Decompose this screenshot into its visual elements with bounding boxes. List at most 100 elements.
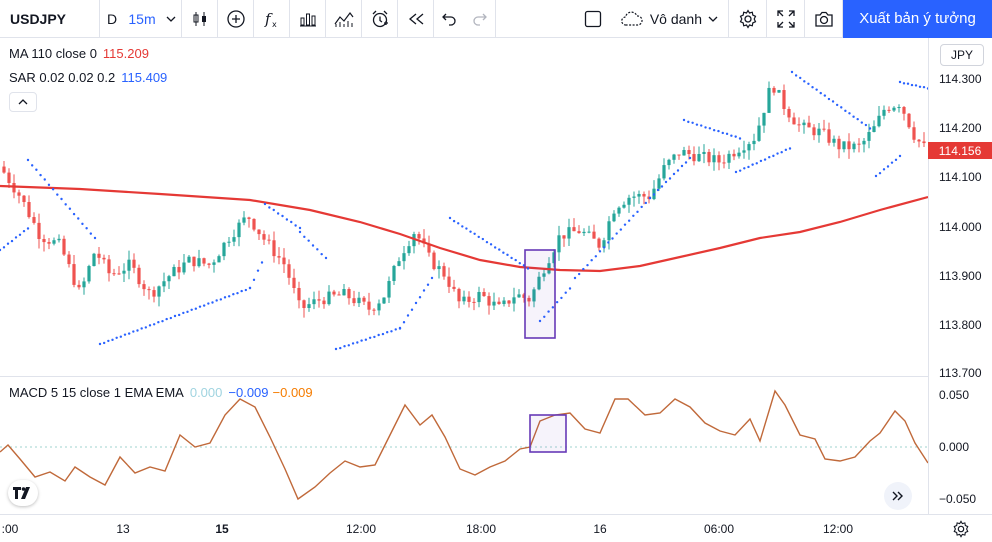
undo-button[interactable] (434, 0, 464, 38)
sar-dot (768, 156, 771, 159)
interval-daily-button[interactable]: D (106, 10, 118, 27)
candle-body (347, 289, 351, 299)
sar-dot (406, 314, 410, 317)
candle-body (812, 127, 816, 136)
candle-body (87, 266, 91, 282)
templates-button[interactable] (290, 0, 326, 38)
candle-body (67, 254, 71, 265)
legend-collapse-button[interactable] (9, 92, 37, 112)
price-chart-pane[interactable] (0, 38, 928, 376)
sar-dot (35, 168, 38, 171)
sar-dot (132, 330, 135, 333)
symbol-search-button[interactable]: USDJPY (0, 0, 100, 38)
sar-dot (682, 118, 686, 122)
candle-body (892, 107, 896, 111)
candle-body (137, 267, 141, 285)
sar-dot (111, 338, 114, 342)
candle-body (872, 126, 876, 132)
candle-body (122, 270, 126, 274)
sar-dot (373, 335, 376, 339)
sar-dot (161, 319, 164, 323)
candle-body (552, 252, 556, 264)
layout-toggle-button[interactable] (576, 0, 610, 38)
candle-body (562, 235, 566, 239)
sar-dot (607, 241, 610, 244)
sar-dot (334, 347, 338, 351)
sar-dot (290, 220, 293, 224)
sar-dot (81, 222, 84, 226)
candle-body (782, 90, 786, 109)
redo-button[interactable] (464, 0, 496, 38)
ma-legend[interactable]: MA 110 close 0 115.209 (9, 46, 149, 61)
candle-body (282, 257, 286, 265)
candle-body (847, 141, 851, 150)
tradingview-logo[interactable] (8, 480, 38, 506)
candle-body (437, 266, 441, 270)
candle-body (667, 159, 671, 166)
time-axis[interactable]: :00 13 15 12:00 18:00 16 06:00 12:00 (0, 514, 992, 542)
candle-body (477, 291, 481, 303)
alert-button[interactable] (362, 0, 398, 38)
macd-pane[interactable] (0, 377, 928, 514)
sar-dot (194, 307, 198, 310)
sar-dot (772, 154, 775, 158)
sar-dot (182, 311, 185, 315)
sar-dot (882, 168, 886, 171)
candle-body (372, 309, 376, 311)
scroll-to-realtime-button[interactable] (884, 482, 912, 510)
pane-divider[interactable] (0, 376, 928, 377)
macd-legend[interactable]: MACD 5 15 close 1 EMA EMA 0.000 −0.009 −0.0… (9, 385, 313, 400)
sar-legend[interactable]: SAR 0.02 0.02 0.2 115.409 (9, 70, 167, 85)
chart-settings-button[interactable] (729, 0, 767, 38)
fullscreen-button[interactable] (767, 0, 805, 38)
sar-dot (680, 164, 684, 168)
candle-body (722, 162, 726, 164)
axis-settings-gear-icon[interactable] (952, 520, 970, 538)
price-axis[interactable]: 114.300 114.200 114.100 114.000 113.900 … (928, 38, 992, 514)
interval-dropdown-button[interactable] (160, 0, 182, 38)
snapshot-button[interactable] (805, 0, 843, 38)
layout-name-button[interactable]: Vô danh (610, 0, 729, 38)
sar-dot (684, 161, 688, 164)
publish-idea-button[interactable]: Xuất bản ý tưởng (843, 0, 992, 38)
candle-body (797, 124, 801, 126)
chart-type-button[interactable] (182, 0, 218, 38)
sar-dot (668, 177, 672, 180)
price-tick: 113.700 (939, 366, 982, 380)
candle-body (637, 193, 641, 197)
candle-body (587, 231, 591, 233)
candle-body (852, 143, 856, 150)
sar-dot (555, 300, 559, 304)
sar-dot (107, 339, 110, 343)
candle-body (102, 257, 106, 260)
sar-dot (6, 242, 10, 245)
sar-legend-label: SAR 0.02 0.02 0.2 (9, 70, 116, 85)
candle-body (297, 287, 301, 301)
candle-body (757, 125, 761, 141)
candle-body (792, 117, 796, 125)
ma-legend-label: MA 110 close 0 (9, 46, 97, 61)
chevron-up-icon (18, 99, 28, 105)
candle-body (512, 297, 516, 304)
sar-dot (586, 263, 589, 267)
candle-body (642, 193, 646, 197)
sar-dot (473, 232, 476, 235)
currency-unit-button[interactable]: JPY (940, 44, 984, 66)
strategies-button[interactable] (326, 0, 362, 38)
sar-dot (811, 86, 814, 89)
interval-15m-button[interactable]: 15m (128, 10, 156, 27)
candle-body (307, 304, 311, 309)
candle-body (612, 213, 616, 222)
sar-dot (386, 331, 389, 334)
compare-symbol-button[interactable] (218, 0, 254, 38)
sar-dot (102, 341, 106, 345)
sar-dot (573, 276, 577, 280)
sar-dot (547, 310, 550, 313)
sar-dot (551, 306, 555, 309)
sar-dot (763, 158, 767, 161)
sar-dot (39, 173, 42, 177)
replay-button[interactable] (398, 0, 434, 38)
candle-body (907, 113, 911, 128)
